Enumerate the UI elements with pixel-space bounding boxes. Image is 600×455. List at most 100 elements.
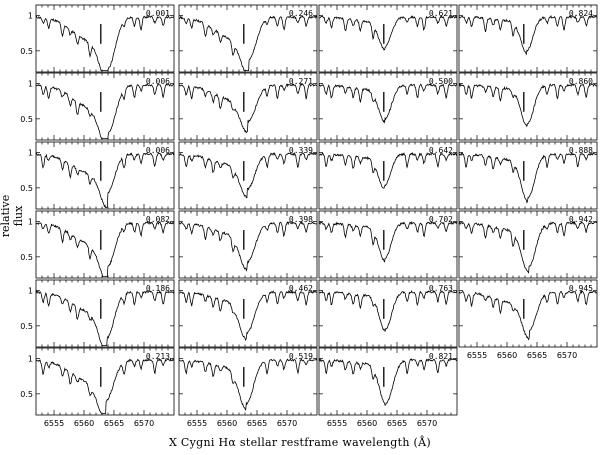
spectrum-line bbox=[318, 151, 458, 189]
panel-frame bbox=[178, 210, 318, 279]
y-tick-label: 0.5 bbox=[20, 253, 33, 262]
spectrum-panel: 0.824 bbox=[458, 4, 598, 73]
spectrum-line bbox=[178, 289, 318, 342]
spectrum-panel: 0.942 bbox=[458, 210, 598, 279]
phase-label: 0.642 bbox=[429, 146, 453, 155]
phase-label: 0.186 bbox=[146, 284, 170, 293]
spectrum-panel: 0.702 bbox=[318, 210, 458, 279]
phase-label: 0.763 bbox=[429, 284, 453, 293]
panel-frame bbox=[35, 4, 175, 73]
panel-frame bbox=[178, 72, 318, 141]
spectrum-panel: 0.945 6555 6560 6565 6570 bbox=[458, 279, 598, 360]
spectrum-panel: 0.763 bbox=[318, 279, 458, 348]
phase-label: 0.702 bbox=[429, 215, 453, 224]
phase-label: 0.945 bbox=[569, 284, 593, 293]
panel-frame bbox=[458, 210, 598, 279]
x-tick-label: 6560 bbox=[217, 419, 237, 428]
panel-frame bbox=[318, 4, 458, 73]
spectrum-line bbox=[178, 358, 318, 411]
phase-label: 0.339 bbox=[289, 146, 313, 155]
y-tick-label: 1 bbox=[28, 12, 33, 21]
spectrum-panel: 0.642 bbox=[318, 141, 458, 210]
y-tick-label: 1 bbox=[28, 80, 33, 89]
spectrum-line bbox=[318, 358, 458, 407]
x-tick-label: 6570 bbox=[277, 419, 297, 428]
panel-frame bbox=[35, 72, 175, 141]
phase-label: 0.824 bbox=[569, 9, 593, 18]
x-tick-label: 6565 bbox=[527, 351, 547, 360]
panel-frame bbox=[318, 347, 458, 416]
panel-frame bbox=[35, 210, 175, 279]
spectrum-line bbox=[458, 14, 598, 56]
x-tick-label: 6565 bbox=[387, 419, 407, 428]
panel-frame bbox=[35, 347, 175, 416]
y-tick-label: 0.5 bbox=[20, 390, 33, 399]
panel-frame bbox=[458, 141, 598, 210]
spectrum-line bbox=[458, 290, 598, 341]
x-axis-label: X Cygni Hα stellar restframe wavelength … bbox=[169, 436, 431, 449]
phase-label: 0.271 bbox=[289, 77, 313, 86]
y-tick-label: 1 bbox=[28, 149, 33, 158]
panel-frame bbox=[318, 210, 458, 279]
phase-label: 0.246 bbox=[289, 9, 313, 18]
spectrum-panel: 0.860 bbox=[458, 72, 598, 141]
panel-frame bbox=[458, 279, 598, 348]
panel-frame bbox=[178, 279, 318, 348]
spectrum-line bbox=[318, 289, 458, 332]
panel-frame bbox=[35, 279, 175, 348]
phase-label: 0.942 bbox=[569, 215, 593, 224]
spectrum-panel: 0.5 1 0.006 bbox=[20, 72, 175, 141]
phase-label: 0.398 bbox=[289, 215, 313, 224]
y-tick-label: 0.5 bbox=[20, 184, 33, 193]
phase-label: 0.888 bbox=[569, 146, 593, 155]
y-tick-label: 1 bbox=[28, 355, 33, 364]
spectrum-panel: 0.462 bbox=[178, 279, 318, 348]
y-tick-label: 0.5 bbox=[20, 115, 33, 124]
spectrum-line bbox=[35, 14, 175, 71]
spectrum-line bbox=[178, 220, 318, 272]
panel-frame bbox=[178, 347, 318, 416]
phase-label: 0.621 bbox=[429, 9, 453, 18]
spectrum-line bbox=[178, 152, 318, 199]
panel-frame bbox=[178, 141, 318, 210]
spectrum-panel: 0.5 1 0.001 bbox=[20, 4, 175, 73]
x-tick-label: 6555 bbox=[44, 419, 64, 428]
spectrum-line bbox=[458, 83, 598, 127]
phase-label: 0.006 bbox=[146, 77, 170, 86]
spectrum-panel: 0.621 bbox=[318, 4, 458, 73]
spectrum-panel: 0.5 1 0.006 bbox=[20, 141, 175, 210]
spectrum-line bbox=[35, 290, 175, 346]
panel-frame bbox=[318, 279, 458, 348]
spectrum-panel: 0.821 6555 6560 6565 6570 bbox=[318, 347, 458, 428]
x-tick-label: 6555 bbox=[327, 419, 347, 428]
spectrum-line bbox=[35, 220, 174, 277]
phase-label: 0.082 bbox=[146, 215, 170, 224]
x-tick-label: 6570 bbox=[417, 419, 437, 428]
phase-label: 0.519 bbox=[289, 352, 313, 361]
y-axis-label: relative flux bbox=[0, 194, 25, 238]
y-tick-label: 1 bbox=[28, 287, 33, 296]
spectrum-panel: 0.398 bbox=[178, 210, 318, 279]
spectrum-line bbox=[458, 220, 598, 274]
panel-frame bbox=[458, 72, 598, 141]
spectrum-line bbox=[35, 357, 175, 414]
spectrum-panel: 0.500 bbox=[318, 72, 458, 141]
y-tick-label: 0.5 bbox=[20, 47, 33, 56]
x-tick-label: 6570 bbox=[134, 419, 154, 428]
x-tick-label: 6555 bbox=[467, 351, 487, 360]
spectrum-line bbox=[319, 83, 458, 124]
spectrum-line bbox=[318, 220, 458, 263]
phase-label: 0.500 bbox=[429, 77, 453, 86]
phase-label: 0.006 bbox=[146, 146, 170, 155]
x-tick-label: 6565 bbox=[104, 419, 124, 428]
panel-frame bbox=[178, 4, 318, 73]
spectrum-panel: 0.5 1 0.213 6555 6560 6565 6570 bbox=[20, 347, 175, 428]
spectrum-line bbox=[178, 15, 318, 71]
x-tick-label: 6560 bbox=[357, 419, 377, 428]
spectrum-line bbox=[35, 152, 175, 209]
spectrum-panel: 0.339 bbox=[178, 141, 318, 210]
panel-frame bbox=[458, 4, 598, 73]
spectrum-panel: 0.519 6555 6560 6565 6570 bbox=[178, 347, 318, 428]
x-tick-label: 6560 bbox=[74, 419, 94, 428]
spectrum-panel: 0.246 bbox=[178, 4, 318, 73]
